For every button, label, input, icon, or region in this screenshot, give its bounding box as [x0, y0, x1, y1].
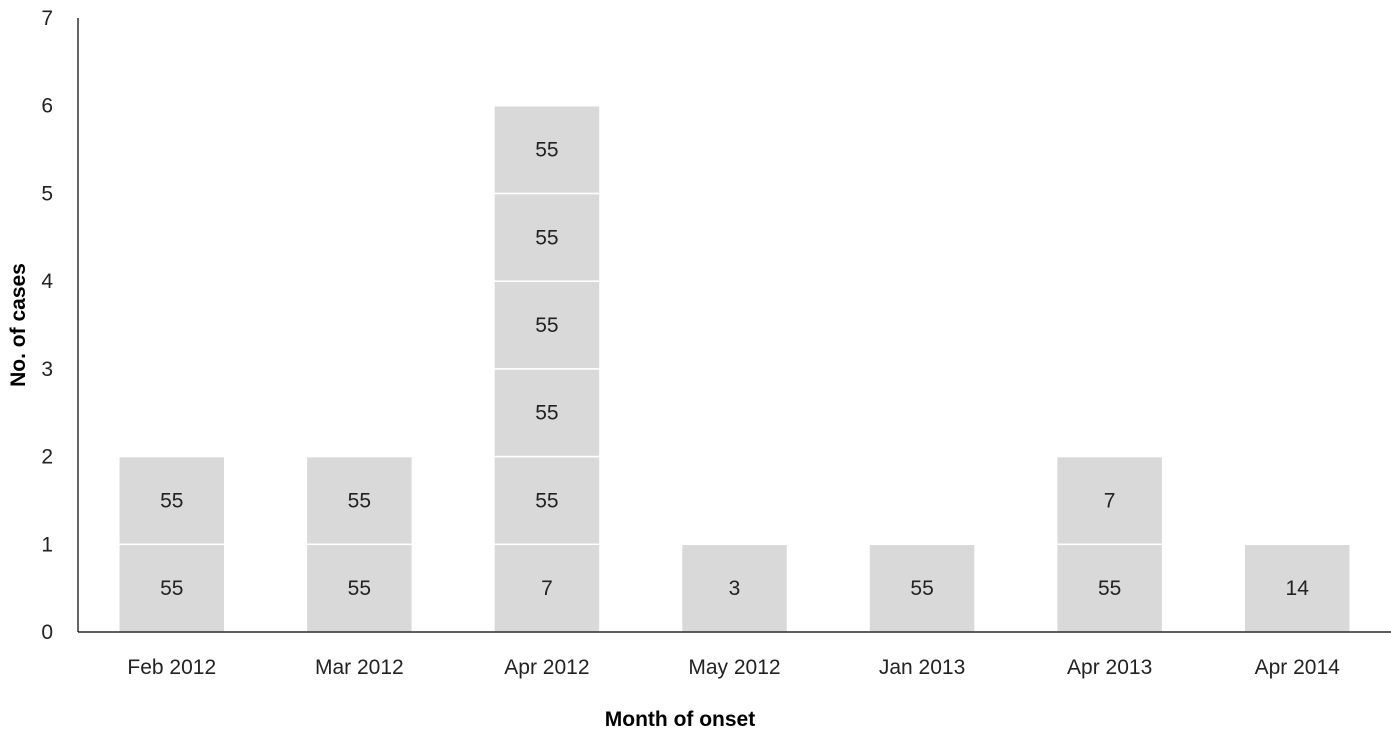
axes-layer [77, 18, 1391, 633]
bar-segment-label: 55 [1098, 577, 1121, 600]
bar-segment [493, 192, 601, 282]
bar-segment-label: 55 [535, 314, 558, 337]
y-tick-label: 2 [41, 446, 53, 469]
x-tick-label: Jan 2013 [879, 656, 965, 679]
bar-segment-label: 55 [535, 139, 558, 162]
x-tick-label: Feb 2012 [127, 656, 216, 679]
x-tick-label: Apr 2014 [1255, 656, 1341, 679]
y-tick-label: 0 [41, 621, 53, 644]
y-tick-label: 1 [41, 533, 53, 556]
y-tick-labels: 0 1 2 3 4 5 6 7 [41, 7, 53, 644]
bar-segment [493, 280, 601, 370]
bar-segment-label: 55 [535, 402, 558, 425]
bar-segment-label: 14 [1286, 577, 1310, 600]
bar-segment-label: 55 [160, 489, 183, 512]
bars-layer: 55 55 55 55 7 55 55 55 55 55 3 55 55 7 14 [118, 104, 1351, 633]
x-tick-label: Mar 2012 [315, 656, 404, 679]
bar-segment [118, 543, 226, 633]
bar-segment [493, 104, 601, 195]
x-tick-label: Apr 2013 [1067, 656, 1152, 679]
y-tick-label: 6 [41, 95, 53, 118]
bar-segment [680, 543, 789, 633]
bar-segment [493, 455, 601, 546]
x-tick-labels: Feb 2012 Mar 2012 Apr 2012 May 2012 Jan 2013… [127, 656, 1340, 679]
bar-segment-label: 55 [910, 577, 933, 600]
bar-segment-label: 7 [1104, 489, 1116, 512]
bar-stack: 14 [1243, 543, 1351, 633]
bar-segment [493, 368, 601, 458]
bar-stack: 55 55 [118, 455, 226, 633]
x-tick-label: May 2012 [688, 656, 780, 679]
bar-segment-label: 55 [348, 577, 371, 600]
bar-segment-label: 55 [535, 489, 558, 512]
bar-stack: 55 55 [305, 455, 414, 633]
bar-stack: 3 [680, 543, 789, 633]
bar-stack: 7 55 55 55 55 55 [493, 104, 601, 633]
bar-segment-label: 55 [535, 226, 558, 249]
bar-stack: 55 [868, 543, 976, 633]
x-tick-label: Apr 2012 [504, 656, 589, 679]
bar-segment-label: 55 [348, 489, 371, 512]
x-axis-title: Month of onset [605, 708, 755, 730]
y-tick-label: 3 [41, 358, 53, 381]
bar-segment [118, 455, 226, 546]
y-tick-label: 7 [41, 7, 53, 30]
bar-segment [1055, 455, 1164, 546]
bar-segment-label: 3 [729, 577, 741, 600]
y-tick-label: 4 [41, 270, 53, 293]
bar-stack: 55 7 [1055, 455, 1164, 633]
y-tick-label: 5 [41, 182, 53, 205]
bar-segment [868, 543, 976, 633]
bar-segment-label: 7 [541, 577, 553, 600]
bar-segment-label: 55 [160, 577, 183, 600]
bar-segment [305, 455, 414, 546]
y-axis-title: No. of cases [7, 263, 30, 387]
